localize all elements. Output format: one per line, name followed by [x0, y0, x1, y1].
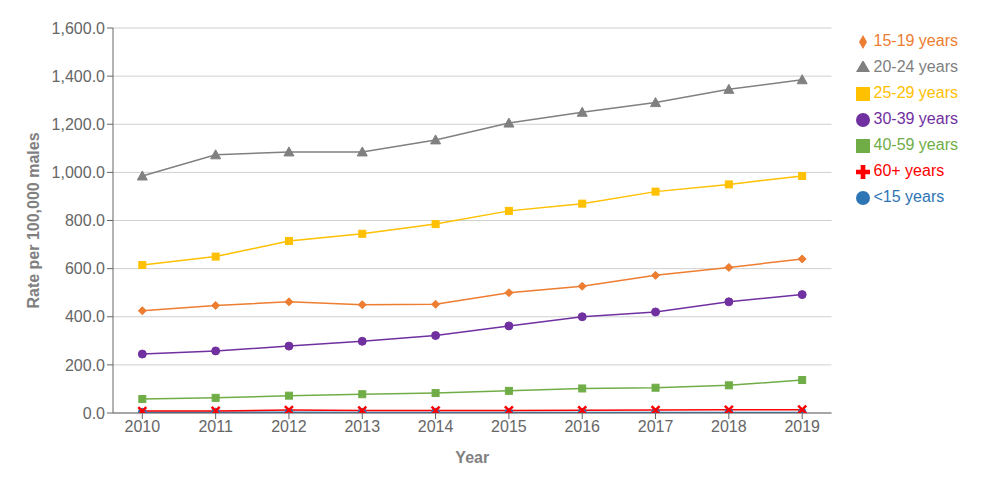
- svg-text:2017: 2017: [638, 418, 674, 435]
- svg-text:0.0: 0.0: [83, 405, 105, 422]
- svg-text:2015: 2015: [491, 418, 527, 435]
- html-text:<15 years: <15 years: [873, 188, 945, 205]
- svg-text:1,600.0: 1,600.0: [52, 20, 105, 37]
- svg-text:400.0: 400.0: [65, 308, 105, 325]
- html-text:20-24 years: 20-24 years: [873, 58, 958, 75]
- svg-text:2014: 2014: [418, 418, 454, 435]
- html-text:30-39 years: 30-39 years: [873, 110, 958, 127]
- svg-text:Year: Year: [455, 449, 489, 466]
- svg-text:1,200.0: 1,200.0: [52, 116, 105, 133]
- svg-text:2012: 2012: [271, 418, 307, 435]
- svg-text:2010: 2010: [125, 418, 161, 435]
- svg-text:2018: 2018: [711, 418, 747, 435]
- html-text:25-29 years: 25-29 years: [873, 84, 958, 101]
- html-text:40-59 years: 40-59 years: [873, 136, 958, 153]
- svg-text:Rate per 100,000 males: Rate per 100,000 males: [25, 132, 42, 308]
- svg-text:2013: 2013: [344, 418, 380, 435]
- svg-text:1,000.0: 1,000.0: [52, 164, 105, 181]
- html-text:15-19 years: 15-19 years: [873, 32, 958, 49]
- svg-text:2016: 2016: [564, 418, 600, 435]
- html-text:60+ years: 60+ years: [873, 162, 945, 179]
- svg-text:2019: 2019: [784, 418, 820, 435]
- svg-text:600.0: 600.0: [65, 260, 105, 277]
- svg-text:2011: 2011: [198, 418, 233, 435]
- svg-text:200.0: 200.0: [65, 357, 105, 374]
- svg-text:800.0: 800.0: [65, 212, 105, 229]
- svg-text:1,400.0: 1,400.0: [52, 68, 105, 85]
